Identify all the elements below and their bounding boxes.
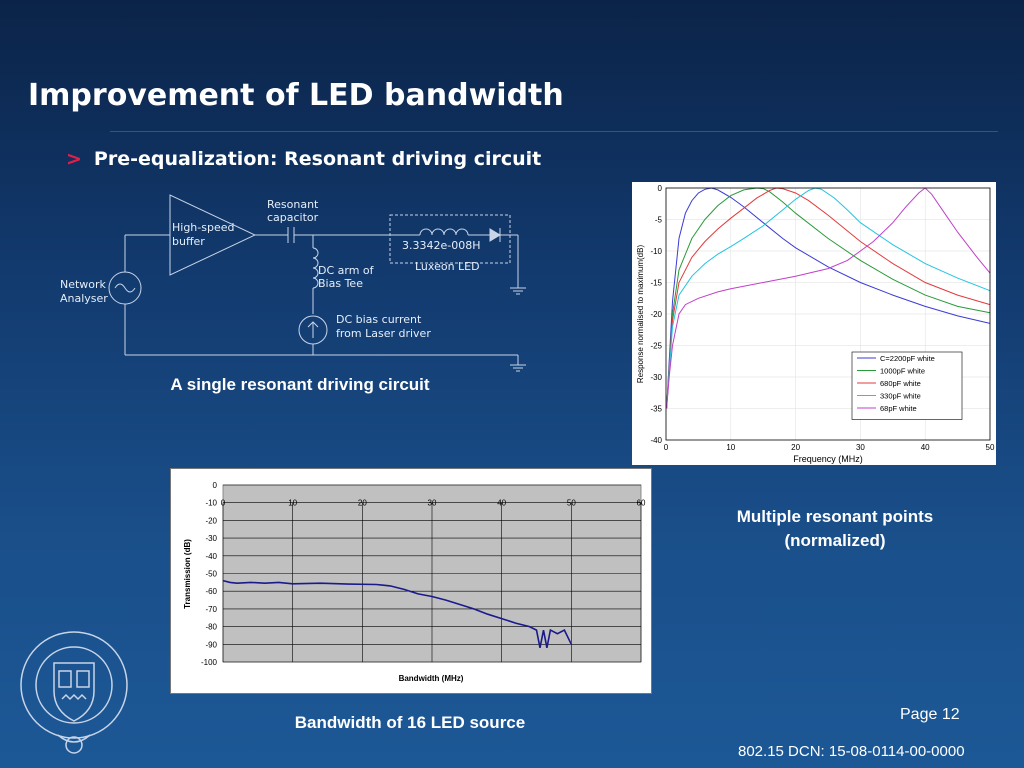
university-of-oxford-seal — [20, 631, 128, 754]
resonant-caption-line2: (normalized) — [784, 531, 886, 550]
x-tick-label: 40 — [497, 499, 506, 508]
buffer-label-2: buffer — [172, 235, 205, 248]
x-tick-label: 50 — [567, 499, 576, 508]
y-tick-label: -40 — [205, 552, 217, 561]
dc-arm-label-1: DC arm of — [318, 264, 375, 277]
x-tick-label: 30 — [428, 499, 437, 508]
dc-arm-label-2: Bias Tee — [318, 277, 363, 290]
inductor-value: 3.3342e-008H — [402, 239, 481, 252]
y-tick-label: -20 — [205, 516, 217, 525]
analyser-label-2: Analyser — [60, 292, 108, 305]
y-axis-label: Transmission (dB) — [183, 539, 192, 609]
y-tick-label: -30 — [205, 534, 217, 543]
x-tick-label: 20 — [358, 499, 367, 508]
bullet-point: > Pre-equalization: Resonant driving circ… — [66, 148, 541, 170]
x-tick-label: 60 — [637, 499, 646, 508]
title-underline — [110, 131, 998, 132]
series-line-0 — [666, 187, 991, 409]
legend-entry: 330pF white — [880, 392, 921, 401]
bullet-marker: > — [66, 148, 82, 170]
resonant-caption-line1: Multiple resonant points — [736, 507, 934, 526]
x-tick-label: 0 — [664, 443, 669, 452]
bandwidth-chart: 0 -10 -20 -30 -40 -50 -60 -70 -80 -90 -100 0 10 20 30 4… — [183, 481, 646, 683]
resonant-caption: Multiple resonant points (normalized) — [700, 505, 970, 553]
bandwidth-caption: Bandwidth of 16 LED source — [294, 713, 526, 732]
x-tick-label: 10 — [288, 499, 297, 508]
bandwidth-chart-panel: 0 -10 -20 -30 -40 -50 -60 -70 -80 -90 -100 0 10 20 30 4… — [170, 468, 652, 694]
x-axis-label: Frequency (MHz) — [793, 454, 863, 464]
series-line-1 — [666, 187, 991, 409]
y-tick-label: -30 — [650, 373, 662, 382]
legend-entry: 680pF white — [880, 379, 921, 388]
y-tick-label: -10 — [650, 247, 662, 256]
slide-title: Improvement of LED bandwidth — [28, 78, 564, 113]
legend-entry: C=2200pF white — [880, 354, 935, 363]
y-tick-label: -5 — [655, 216, 663, 225]
series-line-3 — [666, 187, 991, 409]
document-control-number: 802.15 DCN: 15-08-0114-00-0000 — [738, 743, 965, 760]
y-tick-label: -100 — [201, 658, 218, 667]
dc-bias-label-1: DC bias current — [336, 313, 422, 326]
y-tick-label: -25 — [650, 342, 662, 351]
bullet-text: Pre-equalization: Resonant driving circu… — [93, 148, 542, 170]
x-axis-label: Bandwidth (MHz) — [399, 674, 464, 683]
led-model-box — [389, 214, 511, 264]
series-line-2 — [666, 187, 991, 409]
y-tick-label: -15 — [650, 279, 662, 288]
page-number: Page 12 — [900, 706, 960, 723]
y-tick-label: -80 — [205, 623, 217, 632]
bias-tee-inductor — [312, 247, 319, 289]
y-tick-label: -35 — [650, 405, 662, 414]
legend-entry: 1000pF white — [880, 367, 925, 376]
x-tick-label: 20 — [791, 443, 800, 452]
legend-entry: 68pF white — [880, 404, 917, 413]
resonant-circuit-diagram: High-speed buffer Resonant capacitor Net… — [60, 194, 526, 372]
capacitor-label-1: Resonant — [267, 198, 319, 211]
x-tick-label: 0 — [221, 499, 226, 508]
x-tick-label: 50 — [986, 443, 995, 452]
y-tick-label: -50 — [205, 570, 217, 579]
x-tick-label: 40 — [921, 443, 930, 452]
y-tick-label: 0 — [658, 184, 663, 193]
buffer-label-1: High-speed — [172, 221, 234, 234]
capacitor-label-2: capacitor — [267, 211, 319, 224]
y-tick-label: -60 — [205, 587, 217, 596]
analyser-label-1: Network — [60, 278, 107, 291]
dc-bias-label-2: from Laser driver — [336, 327, 431, 340]
x-tick-label: 30 — [856, 443, 865, 452]
led-label: Luxeon LED — [415, 260, 480, 273]
y-tick-label: 0 — [213, 481, 218, 490]
y-tick-label: -10 — [205, 499, 217, 508]
circuit-caption: A single resonant driving circuit — [170, 375, 430, 394]
led-inductor — [419, 228, 469, 236]
y-axis-label: Response normalised to maximum(dB) — [636, 245, 645, 384]
led-diode — [489, 228, 501, 242]
x-tick-label: 10 — [726, 443, 735, 452]
transmission-line — [222, 579, 573, 648]
series-line-4 — [666, 187, 991, 409]
y-tick-label: -70 — [205, 605, 217, 614]
y-tick-label: -20 — [650, 310, 662, 319]
y-tick-label: -90 — [205, 640, 217, 649]
resonant-response-chart-panel: 0 10 20 30 40 50 0 -5 -10 -15 -20 -25 -30 -35 -40 Freq… — [632, 182, 996, 465]
y-tick-label: -40 — [650, 436, 662, 445]
resonant-response-chart: 0 10 20 30 40 50 0 -5 -10 -15 -20 -25 -30 -35 -40 Freq… — [636, 184, 995, 464]
